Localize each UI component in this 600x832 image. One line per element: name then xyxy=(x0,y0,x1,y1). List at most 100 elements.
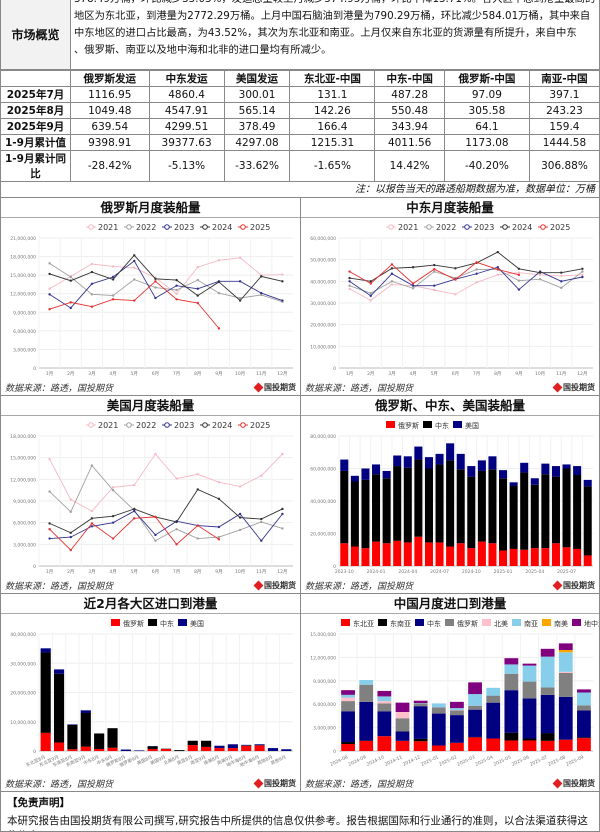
data-point xyxy=(433,284,435,286)
column-header: 东北亚-中国 xyxy=(290,71,375,87)
column-header: 中东发运 xyxy=(149,71,224,87)
bar-segment xyxy=(41,648,51,652)
x-tick-label: 10月 xyxy=(535,371,545,377)
x-tick-label: 2月 xyxy=(367,371,374,377)
data-point xyxy=(281,453,283,455)
overview-line: 、俄罗斯、南亚以及地中海和北非的进口量均有所减少。 xyxy=(74,42,596,59)
column-header: 南亚-中国 xyxy=(529,71,599,87)
data-point xyxy=(218,259,220,261)
x-tick-label: 6月 xyxy=(152,569,159,575)
data-point xyxy=(154,297,156,299)
y-tick-label: 15,000,000 xyxy=(310,632,336,638)
data-point xyxy=(48,288,50,290)
bar-segment xyxy=(510,549,518,566)
legend-label: 中东 xyxy=(435,421,449,430)
bar-segment xyxy=(499,470,507,478)
legend-swatch xyxy=(148,619,157,626)
legend-label: 2021 xyxy=(98,421,118,430)
data-point xyxy=(70,549,72,551)
data-point xyxy=(175,477,177,479)
x-tick-label: 3月 xyxy=(88,569,95,575)
y-tick-label: 20,000,000 xyxy=(310,323,336,329)
data-point xyxy=(197,537,199,539)
bar-segment xyxy=(523,666,537,682)
bar-segment xyxy=(541,548,549,566)
bar-segment xyxy=(396,732,410,741)
bar-segment xyxy=(341,742,355,744)
source-text: 数据来源：路透，国投期货 xyxy=(5,381,113,394)
data-point xyxy=(239,516,241,518)
y-tick-label: 0 xyxy=(333,366,336,372)
x-tick-label: 2025-02 xyxy=(438,754,458,767)
x-tick-label: 9月 xyxy=(215,569,222,575)
bar-segment xyxy=(414,701,428,703)
data-point xyxy=(133,278,135,280)
company-logo: 国投期货 xyxy=(255,382,296,393)
source-text: 数据来源：路透，国投期货 xyxy=(305,381,413,394)
bar-segment xyxy=(457,454,465,469)
legend: 东北亚东南亚中东俄罗斯北美南亚南美地中海和北非 xyxy=(341,619,599,628)
data-point xyxy=(433,264,435,266)
bar-segment xyxy=(531,548,539,566)
data-point xyxy=(154,516,156,518)
table-cell: 4297.08 xyxy=(224,135,290,151)
data-point xyxy=(497,274,499,276)
bar-segment xyxy=(372,542,380,566)
y-tick-label: 0 xyxy=(33,749,36,755)
data-point xyxy=(133,484,135,486)
x-tick-label: 2024-08 xyxy=(329,754,349,767)
x-tick-label: 2025-06 xyxy=(511,754,531,767)
bar-segment xyxy=(436,542,444,566)
data-point xyxy=(175,279,177,281)
bar-segment xyxy=(523,740,537,751)
y-tick-label: 15,000,000 xyxy=(10,273,36,279)
bar-segment xyxy=(432,714,446,746)
x-tick-label: 5月 xyxy=(131,569,138,575)
bar-segment xyxy=(559,652,573,672)
legend-marker xyxy=(89,225,94,230)
data-point xyxy=(391,280,393,282)
bar-segment xyxy=(393,466,401,541)
bar-segment xyxy=(340,543,348,566)
y-tick-label: 0 xyxy=(333,749,336,755)
bar-segment xyxy=(486,688,500,696)
table-cell: 9398.91 xyxy=(71,135,150,151)
bar-segment xyxy=(504,740,518,751)
bar-segment xyxy=(577,737,591,738)
x-tick-label: 2025-07 xyxy=(557,569,576,575)
x-tick-label: 2月 xyxy=(67,569,74,575)
bar-segment xyxy=(523,698,537,738)
legend-label: 2022 xyxy=(136,421,156,430)
legend-label: 2023 xyxy=(474,223,494,232)
data-point xyxy=(91,464,93,466)
row-header: 2025年9月 xyxy=(1,119,71,135)
x-tick-label: 2023-10 xyxy=(335,569,354,575)
x-tick-label: 7月 xyxy=(473,371,480,377)
table-cell: 378.49 xyxy=(224,119,290,135)
logo-text: 国投期货 xyxy=(563,778,595,789)
legend-marker xyxy=(241,225,246,230)
legend-swatch xyxy=(386,421,395,428)
bar-segment xyxy=(573,549,581,566)
chart-title: 美国月度装船量 xyxy=(1,396,300,416)
bar-segment xyxy=(577,710,591,737)
bar-segment xyxy=(486,739,500,751)
legend-label: 俄罗斯 xyxy=(123,619,144,628)
bar-segment xyxy=(54,674,64,743)
disclaimer-text: 本研究报告由国投期货有限公司撰写,研究报告中所提供的信息仅供参考。报告根据国际和… xyxy=(7,813,593,832)
data-point xyxy=(218,526,220,528)
legend-label: 2025 xyxy=(250,421,270,430)
data-point xyxy=(433,268,435,270)
x-tick-label: 2024-09 xyxy=(347,754,367,767)
y-tick-label: 80,000,000 xyxy=(310,434,336,440)
source-text: 数据来源：路透，国投期货 xyxy=(5,777,113,790)
data-point xyxy=(70,536,72,538)
data-point xyxy=(260,475,262,477)
bar-segment xyxy=(188,741,198,745)
x-tick-label: 2025-09 xyxy=(565,754,585,767)
